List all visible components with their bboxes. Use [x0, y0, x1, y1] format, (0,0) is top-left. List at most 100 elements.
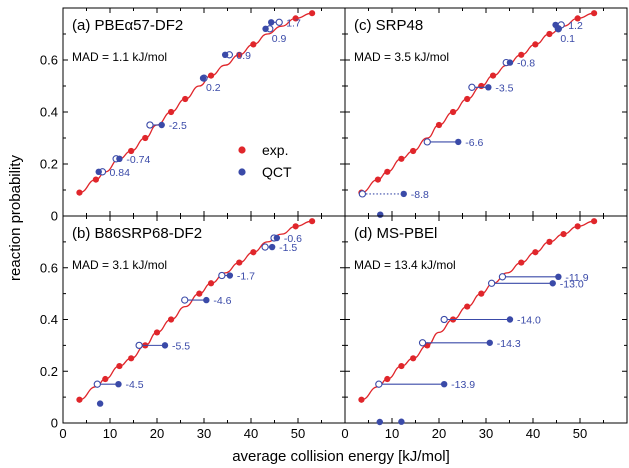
legend-exp-label: exp.: [262, 142, 288, 158]
qct-point: [226, 272, 234, 279]
exp-point: [207, 280, 215, 287]
shift-label: -8.8: [411, 189, 429, 201]
exp-point: [250, 249, 257, 256]
x-tick-label: 30: [479, 426, 493, 441]
qct-point: [455, 138, 462, 146]
panel-title: (c) SRP48: [354, 17, 423, 34]
legend-qct-marker: [238, 168, 246, 176]
x-tick-label: 50: [573, 426, 587, 441]
mad-label: MAD = 13.4 kJ/mol: [354, 258, 456, 272]
y-tick-label: 0.6: [40, 260, 58, 275]
exp-point: [182, 95, 189, 103]
exp-point: [560, 231, 567, 238]
exp-point: [168, 108, 175, 116]
y-tick-label: 0.4: [40, 312, 58, 327]
qct-point: [376, 418, 383, 426]
panel-frame: [62, 7, 346, 217]
shift-label: -13.0: [560, 278, 584, 290]
exp-point: [435, 121, 443, 129]
shift-label: -5.5: [172, 340, 190, 352]
panels: 0 0.2 0.4 0.6 (a) PBEα57-DF2 MAD = 1.1 kJ/mol…: [40, 7, 628, 441]
qct-point: [486, 339, 493, 346]
y-tick-label: 0.6: [40, 53, 58, 68]
panel-b: 0 10 20 30 40 50 0 0.2 0.4 0.6 (b) B86SRP68-DF2 MAD…: [40, 215, 346, 441]
exp-point: [236, 51, 243, 58]
shift-label: -1.7: [237, 271, 255, 283]
exp-point: [142, 134, 149, 142]
exp-point: [153, 329, 161, 336]
qct-point: [95, 168, 102, 175]
exp-open-point: [375, 380, 383, 388]
y-tick-label: 0.2: [40, 157, 58, 172]
shift-label: 0.1: [560, 33, 575, 45]
exp-curve: [79, 220, 313, 401]
shift-label: -4.6: [213, 295, 231, 307]
x-tick-label: 50: [291, 426, 305, 441]
shift-label: 1.2: [568, 20, 583, 32]
qct-point: [400, 190, 407, 198]
shift-label: 0.84: [109, 167, 130, 179]
exp-point: [489, 72, 497, 79]
shift-label: -0.8: [517, 58, 535, 70]
y-tick-label: 0.4: [40, 105, 58, 120]
shift-label: -14.3: [497, 338, 521, 350]
exp-open-point: [93, 380, 101, 388]
exp-point: [450, 108, 457, 116]
shift-label: 0.9: [272, 33, 287, 45]
qct-point: [440, 380, 448, 388]
exp-open-point: [261, 243, 269, 251]
exp-open-point: [440, 315, 448, 324]
exp-open-point: [487, 279, 496, 287]
qct-point: [158, 121, 165, 129]
shift-label: -6.6: [465, 137, 483, 149]
panel-d: 0 10 20 30 40 50 (d) MS-PBEl MAD = 13.4 kJ/mol -…: [341, 215, 628, 441]
exp-open-point: [423, 138, 431, 146]
exp-point: [398, 362, 405, 370]
exp-point: [358, 396, 365, 403]
qct-point: [549, 280, 556, 287]
exp-point: [92, 176, 99, 183]
qct-point: [398, 418, 405, 425]
qct-point: [377, 211, 384, 218]
qct-point: [506, 59, 514, 66]
panel-frame: [62, 215, 346, 424]
shift-label: 1.7: [286, 17, 301, 29]
x-tick-label: 40: [244, 426, 258, 441]
exp-point: [168, 316, 175, 323]
x-tick-label: 0: [59, 426, 66, 441]
exp-point: [196, 290, 203, 297]
exp-point: [591, 218, 598, 225]
y-tick-label: 0: [51, 209, 58, 224]
qct-point: [554, 25, 562, 32]
exp-point: [398, 155, 405, 162]
exp-point: [478, 82, 485, 90]
qct-point: [262, 25, 269, 32]
exp-open-point: [218, 271, 226, 280]
exp-point: [102, 375, 109, 383]
x-tick-label: 20: [150, 426, 164, 441]
exp-point: [128, 147, 135, 155]
qct-point: [116, 155, 123, 162]
exp-point: [76, 189, 83, 196]
exp-point: [478, 290, 485, 297]
x-tick-label: 10: [385, 426, 399, 441]
exp-curve: [361, 220, 595, 401]
qct-point: [268, 243, 276, 251]
exp-point: [546, 30, 553, 38]
exp-point: [309, 218, 316, 225]
qct-point: [506, 316, 514, 323]
legend-exp-marker: [238, 146, 246, 154]
exp-point: [464, 95, 471, 103]
qct-point: [96, 400, 104, 407]
panel-c: (c) SRP48 MAD = 3.5 kJ/mol -8.8 -6.6 -3.5 -0.…: [344, 7, 628, 218]
exp-point: [518, 51, 525, 58]
exp-point: [410, 147, 417, 155]
x-tick-label: 30: [197, 426, 211, 441]
legend: exp. QCT: [238, 142, 292, 180]
exp-point: [374, 176, 381, 183]
exp-open-point: [181, 296, 189, 304]
y-axis-title: reaction probability: [7, 155, 24, 281]
y-tick-label: 0.2: [40, 364, 58, 379]
exp-point: [532, 249, 539, 256]
